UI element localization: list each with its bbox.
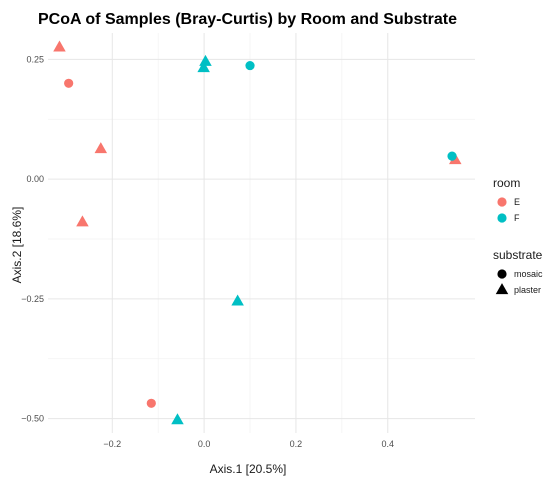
legend-substrate-key-plaster bbox=[495, 283, 509, 295]
data-point-room-e-plaster bbox=[94, 142, 108, 154]
x-tick-label: 0.2 bbox=[290, 439, 303, 449]
x-tick-label: 0.4 bbox=[382, 439, 395, 449]
x-axis-title: Axis.1 [20.5%] bbox=[210, 462, 287, 476]
legend-room-title: room bbox=[493, 176, 520, 190]
data-point-room-f-mosaic bbox=[245, 60, 255, 71]
y-axis-title: Axis.2 [18.6%] bbox=[10, 207, 24, 284]
legend-room-label: E bbox=[514, 197, 520, 207]
tick-labels: −0.2 0.0 0.2 0.4 0.25 0.00 −0.25 −0.50 bbox=[21, 54, 394, 449]
y-tick-label: 0.00 bbox=[26, 174, 44, 184]
data-point-room-f-plaster bbox=[199, 54, 212, 66]
y-tick-label: −0.25 bbox=[21, 294, 44, 304]
legend-room-key-e bbox=[497, 197, 507, 207]
data-point-room-f-plaster bbox=[171, 413, 184, 425]
data-point-room-f-mosaic bbox=[447, 151, 457, 161]
x-tick-label: 0.0 bbox=[198, 439, 211, 449]
legend-room-label: F bbox=[514, 213, 520, 223]
y-tick-label: 0.25 bbox=[26, 54, 44, 64]
legend-substrate-label: mosaic bbox=[514, 269, 543, 279]
legend-substrate-title: substrate bbox=[493, 248, 543, 262]
legend-room-key-f bbox=[497, 213, 507, 223]
legend-substrate-key-mosaic bbox=[497, 269, 507, 279]
data-points bbox=[53, 40, 462, 425]
data-point-room-f-plaster bbox=[197, 61, 210, 73]
y-tick-label: −0.50 bbox=[21, 414, 44, 424]
data-point-room-f-plaster bbox=[231, 294, 244, 306]
legend-substrate-label: plaster bbox=[514, 285, 541, 295]
data-point-room-e-mosaic bbox=[146, 398, 156, 408]
data-point-room-e-plaster bbox=[76, 215, 89, 227]
x-tick-label: −0.2 bbox=[103, 439, 121, 449]
data-point-room-e-plaster bbox=[53, 40, 66, 52]
grid bbox=[48, 33, 475, 433]
data-point-room-e-mosaic bbox=[64, 78, 74, 88]
chart-title: PCoA of Samples (Bray-Curtis) by Room an… bbox=[38, 11, 457, 28]
